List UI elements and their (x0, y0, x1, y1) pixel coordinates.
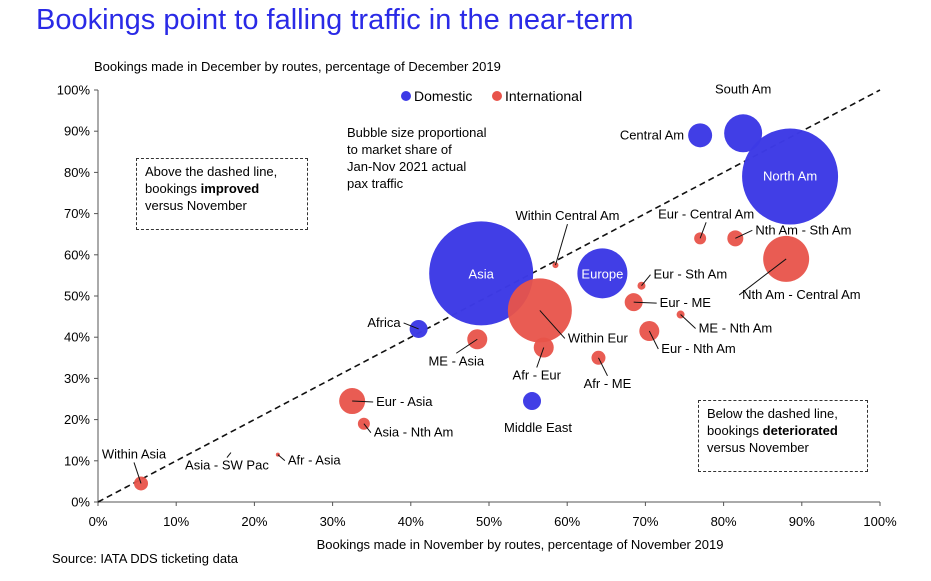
x-tick-label: 30% (320, 514, 346, 529)
legend-label: Domestic (414, 88, 472, 104)
label-eur-central-am: Eur - Central Am (658, 206, 754, 221)
y-tick-label: 90% (64, 124, 90, 139)
label-asia-sw-pac: Asia - SW Pac (185, 458, 269, 473)
label-nth-am-sth-am: Nth Am - Sth Am (755, 222, 851, 237)
y-tick-label: 60% (64, 247, 90, 262)
legend-marker (492, 91, 502, 101)
legend: Domestic International (401, 88, 582, 104)
legend-marker (401, 91, 411, 101)
label-within-asia: Within Asia (102, 446, 167, 461)
bubble-labels: South Am Central Am North Am Asia Europe Afri… (102, 81, 861, 472)
leader-eur-central-am (699, 222, 707, 239)
above-note-line1: Above the dashed line, (145, 164, 278, 179)
chart-title: Bookings point to falling traffic in the… (36, 4, 634, 36)
x-tick-label: 50% (476, 514, 502, 529)
label-eur-me: Eur - ME (660, 295, 712, 310)
above-note-line3: versus November (145, 198, 247, 213)
bubble-europe (577, 248, 628, 299)
label-middle-east: Middle East (504, 420, 572, 435)
bubble-note-line: to market share of (347, 142, 452, 157)
below-note-line1: Below the dashed line, (707, 406, 838, 421)
label-central-am: Central Am (620, 127, 684, 142)
below-note-bold: deteriorated (762, 423, 838, 438)
label-africa: Africa (367, 315, 401, 330)
bubble-note-line: pax traffic (347, 176, 404, 191)
label-afr-asia: Afr - Asia (288, 453, 342, 468)
x-tick-label: 40% (398, 514, 424, 529)
x-tick-label: 60% (554, 514, 580, 529)
above-line-note: Above the dashed line, bookings improved… (136, 158, 308, 230)
bubble-central-am (688, 123, 713, 148)
label-within-eur: Within Eur (568, 330, 629, 345)
axes: 0% 10% 20% 30% 40% 50% 60% 70% 80% 90% 100% 0% 10% 20… (57, 83, 897, 530)
leader-nth-am-central-am (738, 258, 787, 296)
label-afr-eur: Afr - Eur (513, 368, 562, 383)
leader-me-nth-am (680, 314, 696, 329)
leader-eur-me (633, 301, 657, 304)
source-note: Source: IATA DDS ticketing data (52, 551, 238, 566)
y-tick-label: 0% (71, 495, 90, 510)
y-tick-label: 80% (64, 165, 90, 180)
above-note-pre: bookings (145, 181, 201, 196)
bubble-middle-east (523, 392, 542, 411)
leader-afr-me (598, 357, 608, 377)
below-note-line3: versus November (707, 440, 809, 455)
bubble-size-note: Bubble size proportional to market share… (347, 124, 486, 192)
leader-eur-asia (352, 400, 374, 403)
label-eur-asia: Eur - Asia (376, 394, 433, 409)
label-me-asia: ME - Asia (428, 353, 484, 368)
leader-afr-eur (536, 347, 545, 368)
y-axis-title: Bookings made in December by routes, per… (94, 59, 501, 74)
leader-africa (403, 322, 419, 330)
bubble-north-am (742, 128, 839, 225)
leader-within-asia (133, 462, 142, 484)
leader-eur-sth-am (641, 274, 651, 287)
leader-within-central-am (554, 223, 568, 266)
leader-nth-am-sth-am (735, 229, 753, 239)
y-tick-label: 10% (64, 453, 90, 468)
label-nth-am-central-am: Nth Am - Central Am (742, 287, 860, 302)
leader-me-asia (455, 338, 478, 354)
label-asia-nth-am: Asia - Nth Am (374, 425, 453, 440)
leader-asia-nth-am (363, 423, 372, 434)
label-afr-me: Afr - ME (584, 376, 632, 391)
label-eur-sth-am: Eur - Sth Am (653, 267, 727, 282)
y-tick-label: 70% (64, 206, 90, 221)
bubble-south-am (724, 114, 763, 153)
label-within-central-am: Within Central Am (515, 208, 619, 223)
x-tick-label: 20% (241, 514, 267, 529)
label-me-nth-am: ME - Nth Am (699, 321, 773, 336)
leader-asia-sw-pac (226, 452, 232, 458)
legend-label: International (505, 88, 582, 104)
x-tick-label: 10% (163, 514, 189, 529)
x-tick-label: 80% (711, 514, 737, 529)
leader-within-eur (539, 310, 566, 339)
below-line-note: Below the dashed line, bookings deterior… (698, 400, 868, 472)
y-tick-label: 100% (57, 83, 91, 98)
label-north-am: North Am (763, 169, 817, 184)
below-note-pre: bookings (707, 423, 763, 438)
y-tick-label: 30% (64, 371, 90, 386)
y-tick-label: 20% (64, 412, 90, 427)
bubble-note-line: Jan-Nov 2021 actual (347, 159, 467, 174)
label-europe: Europe (581, 266, 623, 281)
label-eur-nth-am: Eur - Nth Am (661, 341, 735, 356)
x-axis-title: Bookings made in November by routes, per… (317, 537, 724, 552)
y-tick-label: 50% (64, 289, 90, 304)
x-tick-label: 70% (632, 514, 658, 529)
bubble-asia (429, 221, 534, 326)
x-tick-label: 0% (89, 514, 108, 529)
bubble-note-line: Bubble size proportional (347, 125, 487, 140)
label-south-am: South Am (715, 81, 771, 96)
x-tick-label: 90% (789, 514, 815, 529)
leader-lines (133, 222, 787, 484)
leader-afr-asia (277, 454, 286, 461)
y-tick-label: 40% (64, 330, 90, 345)
above-note-bold: improved (200, 181, 260, 196)
x-tick-label: 100% (863, 514, 897, 529)
leader-eur-nth-am (648, 330, 659, 350)
label-asia: Asia (469, 266, 495, 281)
